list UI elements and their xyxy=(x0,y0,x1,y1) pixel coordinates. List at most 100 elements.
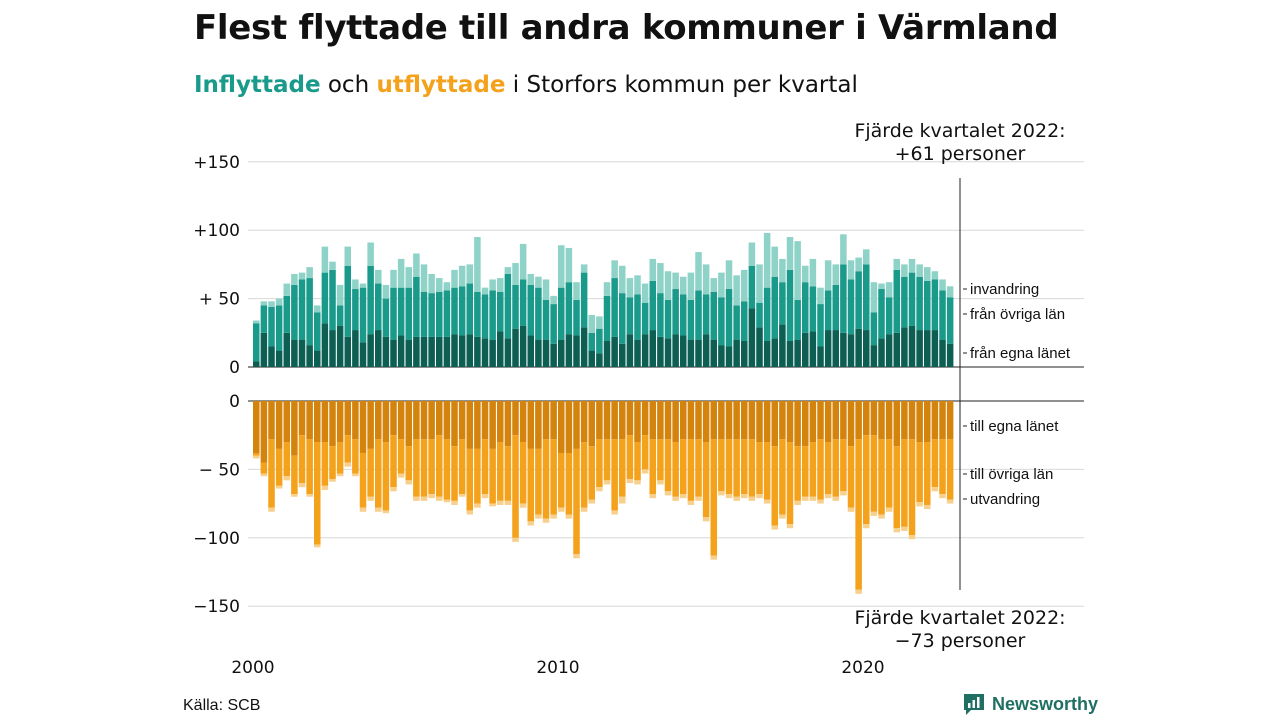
bar-in-other xyxy=(649,280,657,331)
bar-out-other xyxy=(672,442,679,497)
bar-in-other xyxy=(542,299,550,340)
bar-in-immig xyxy=(817,287,824,305)
bar-out-other xyxy=(878,439,885,515)
bar-out-other xyxy=(596,439,603,488)
bar-in-other xyxy=(870,312,878,346)
bar-out-emig xyxy=(619,496,626,504)
bar-in-immig xyxy=(413,253,420,277)
bar-in-own xyxy=(733,339,740,367)
bar-in-own xyxy=(397,335,405,367)
bar-in-own xyxy=(748,308,756,367)
bar-in-other xyxy=(352,289,359,331)
bar-out-own xyxy=(306,401,313,440)
bar-out-own xyxy=(321,401,329,443)
bar-out-other xyxy=(939,439,946,495)
subtitle-utflyttade: utflyttade xyxy=(376,72,506,98)
bar-in-immig xyxy=(382,284,390,299)
subtitle-and: och xyxy=(327,72,370,98)
bar-in-own xyxy=(458,335,466,367)
bar-out-emig xyxy=(710,555,718,560)
bar-out-emig xyxy=(504,500,512,505)
bar-in-immig xyxy=(863,249,870,265)
bar-in-own xyxy=(382,336,390,367)
bar-in-immig xyxy=(588,315,596,333)
bar-in-other xyxy=(268,306,275,347)
bar-out-own xyxy=(352,401,359,440)
bar-in-own xyxy=(550,343,557,367)
bar-in-other xyxy=(741,301,748,342)
bar-in-other xyxy=(634,294,641,340)
bar-out-own xyxy=(420,401,428,440)
y-tick-label: 0 xyxy=(229,358,240,378)
bar-in-immig xyxy=(359,283,367,288)
bar-in-other xyxy=(779,282,786,325)
bar-out-own xyxy=(390,401,397,436)
bar-out-other xyxy=(275,448,283,486)
bar-in-own xyxy=(314,350,321,367)
bar-out-own xyxy=(382,401,390,443)
bar-out-emig xyxy=(519,503,527,508)
bar-out-emig xyxy=(832,496,840,501)
y-tick-label: + 50 xyxy=(199,290,240,310)
bar-in-immig xyxy=(367,242,374,266)
newsworthy-logo-icon xyxy=(964,694,984,715)
bar-out-own xyxy=(573,401,580,449)
bar-out-other xyxy=(840,439,847,492)
bar-out-own xyxy=(878,401,885,440)
bar-out-emig xyxy=(512,537,519,542)
bar-out-other xyxy=(588,446,596,500)
bar-in-other xyxy=(672,289,679,335)
bar-in-immig xyxy=(916,264,923,277)
bar-out-emig xyxy=(946,499,954,504)
bar-out-emig xyxy=(741,494,748,499)
bar-in-own xyxy=(253,361,260,367)
bar-in-own xyxy=(687,339,695,367)
bar-out-own xyxy=(367,401,374,449)
bar-out-own xyxy=(763,401,771,443)
bar-in-own xyxy=(405,339,413,367)
bar-in-immig xyxy=(702,264,710,295)
bar-out-other xyxy=(283,442,291,477)
bar-in-immig xyxy=(314,305,321,313)
bar-in-other xyxy=(946,297,954,344)
bar-in-other xyxy=(474,291,481,337)
bar-in-immig xyxy=(939,279,946,291)
axis-labels: +150 +100 + 50 0 0 − 50 −100 −150 2000 2010 2020 fr… xyxy=(193,153,1071,678)
bar-out-other xyxy=(901,439,908,527)
bar-in-immig xyxy=(436,278,443,292)
bar-in-other xyxy=(809,286,817,332)
bar-out-emig xyxy=(535,514,542,519)
bar-in-own xyxy=(481,338,489,367)
bar-in-own xyxy=(901,327,908,367)
bar-in-immig xyxy=(641,283,649,303)
bar-out-other xyxy=(695,439,702,497)
bar-in-other xyxy=(253,323,260,362)
bar-in-other xyxy=(504,273,512,339)
bar-out-other xyxy=(870,435,878,512)
bar-out-own xyxy=(634,401,641,443)
bar-in-own xyxy=(870,345,878,367)
bar-out-emig xyxy=(291,494,298,497)
bar-out-own xyxy=(474,401,481,449)
bar-out-other xyxy=(908,439,916,536)
bar-in-other xyxy=(748,265,756,309)
bar-in-own xyxy=(641,334,649,367)
bar-in-other xyxy=(718,297,725,346)
bar-in-other xyxy=(680,294,687,336)
bar-out-own xyxy=(832,401,840,440)
bar-in-other xyxy=(451,287,458,335)
bar-in-immig xyxy=(725,260,733,290)
bar-out-emig xyxy=(550,514,557,519)
bar-out-other xyxy=(397,439,405,474)
bar-in-immig xyxy=(596,316,603,329)
bar-in-immig xyxy=(878,283,885,290)
bar-in-immig xyxy=(763,232,771,288)
bar-out-own xyxy=(695,401,702,440)
bar-out-own xyxy=(565,401,573,453)
bar-in-immig xyxy=(352,279,359,290)
bar-in-immig xyxy=(291,273,298,285)
bar-in-own xyxy=(779,324,786,367)
bar-out-emig xyxy=(405,480,413,485)
bar-out-own xyxy=(916,401,923,443)
bar-in-other xyxy=(344,265,352,337)
